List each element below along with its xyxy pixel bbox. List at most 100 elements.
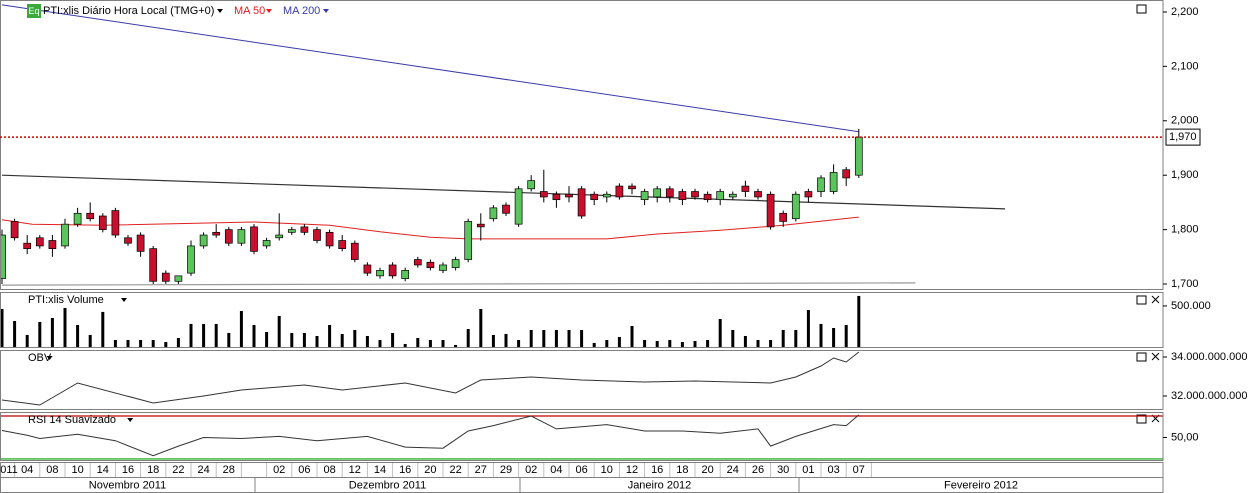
volume-bar	[580, 330, 584, 348]
volume-bar	[38, 321, 42, 348]
volume-bar	[176, 337, 180, 348]
candle-body	[338, 240, 347, 249]
candle-body	[23, 242, 32, 249]
volume-bar	[819, 323, 823, 348]
candle-body	[791, 193, 800, 220]
close-icon[interactable]	[1151, 352, 1160, 361]
panel	[1, 351, 860, 406]
candle-body	[527, 180, 536, 190]
candle-body	[161, 272, 170, 282]
candle-body	[275, 234, 284, 239]
volume-bar	[290, 332, 294, 348]
volume-bar	[391, 332, 395, 348]
volume-bar	[277, 315, 281, 348]
candle-body	[10, 221, 19, 239]
candle-body	[854, 136, 863, 176]
volume-bar	[151, 340, 155, 348]
volume-bar	[441, 340, 445, 348]
panel-frame	[0, 292, 1164, 348]
volume-bar	[202, 323, 206, 348]
maximize-icon[interactable]	[1136, 352, 1147, 362]
x-tick-label: 18	[676, 464, 688, 476]
candle-body	[413, 259, 422, 266]
volume-bar	[743, 335, 747, 348]
panel-frame	[0, 0, 1164, 290]
candle-body	[111, 210, 120, 236]
candle-body	[426, 261, 435, 269]
trendline	[1, 282, 916, 286]
x-tick-label: 03	[827, 464, 839, 476]
volume-bar	[466, 328, 470, 348]
candle-body	[678, 191, 687, 201]
candle-body	[451, 259, 460, 269]
candle-body	[628, 185, 636, 190]
x-tick-label: 14	[374, 464, 386, 476]
y-tick-label: 32.000.000.000	[1171, 390, 1247, 402]
candle-body	[703, 193, 712, 201]
candle-body	[61, 223, 69, 247]
volume-bar	[794, 330, 798, 348]
x-tick-label: 01	[802, 464, 814, 476]
volume-bar	[328, 324, 332, 348]
x-tick-label: 04	[21, 464, 33, 476]
maximize-icon[interactable]	[1136, 414, 1147, 424]
volume-bar	[630, 325, 634, 348]
panel	[0, 295, 861, 348]
candle-body	[350, 242, 359, 260]
volume-bar	[857, 295, 861, 348]
month-label: Janeiro 2012	[628, 479, 692, 491]
volume-bar	[643, 340, 647, 348]
candle-body	[754, 191, 762, 198]
maximize-icon[interactable]	[1136, 295, 1147, 305]
y-tick-label: 2,200	[1171, 6, 1199, 18]
volume-bar	[25, 334, 29, 348]
volume-bar	[832, 327, 836, 348]
x-tick-label: 12	[626, 464, 638, 476]
volume-bar	[617, 336, 621, 348]
x-tick-label: 22	[172, 464, 184, 476]
x-tick-label: 08	[46, 464, 58, 476]
legend-entry: MA 50	[234, 5, 265, 17]
volume-bar	[731, 330, 735, 348]
y-tick-label: 1,700	[1171, 278, 1199, 290]
candle-body	[565, 193, 573, 198]
candle-body	[124, 237, 132, 244]
candle-body	[665, 188, 674, 198]
candle-body	[539, 191, 548, 198]
volume-bar	[88, 334, 92, 348]
x-tick-label: 29	[500, 464, 512, 476]
volume-bar	[76, 324, 80, 348]
candle-body	[224, 229, 233, 244]
volume-bar	[454, 344, 458, 348]
x-tick-label: 24	[197, 464, 209, 476]
x-tick-label: 20	[424, 464, 436, 476]
candle-body	[439, 264, 447, 271]
maximize-icon[interactable]	[1136, 4, 1147, 14]
month-label: Dezembro 2011	[349, 479, 426, 491]
x-tick-label: 10	[71, 464, 83, 476]
candle-body	[514, 188, 523, 225]
x-tick-label: 011	[0, 464, 18, 476]
x-tick-label: 08	[323, 464, 335, 476]
x-tick-label: 27	[475, 464, 487, 476]
volume-bar	[227, 332, 231, 348]
x-tick-label: 16	[399, 464, 411, 476]
volume-bar	[668, 340, 672, 348]
candle-body	[476, 223, 485, 228]
volume-bar	[416, 337, 420, 348]
candle-body	[388, 264, 397, 277]
volume-bar	[139, 340, 143, 348]
panel	[0, 4, 1006, 286]
x-tick-label: 04	[550, 464, 562, 476]
panel-frame	[0, 412, 1164, 461]
volume-bar	[365, 335, 369, 348]
candle-body	[552, 193, 561, 201]
volume-bar	[781, 330, 785, 348]
candle-body	[691, 191, 699, 198]
panel-title: OBV	[28, 352, 52, 364]
y-tick-label: 2,000	[1171, 115, 1199, 127]
close-icon[interactable]	[1151, 295, 1160, 304]
candle-body	[98, 215, 107, 230]
volume-bar	[529, 330, 533, 348]
